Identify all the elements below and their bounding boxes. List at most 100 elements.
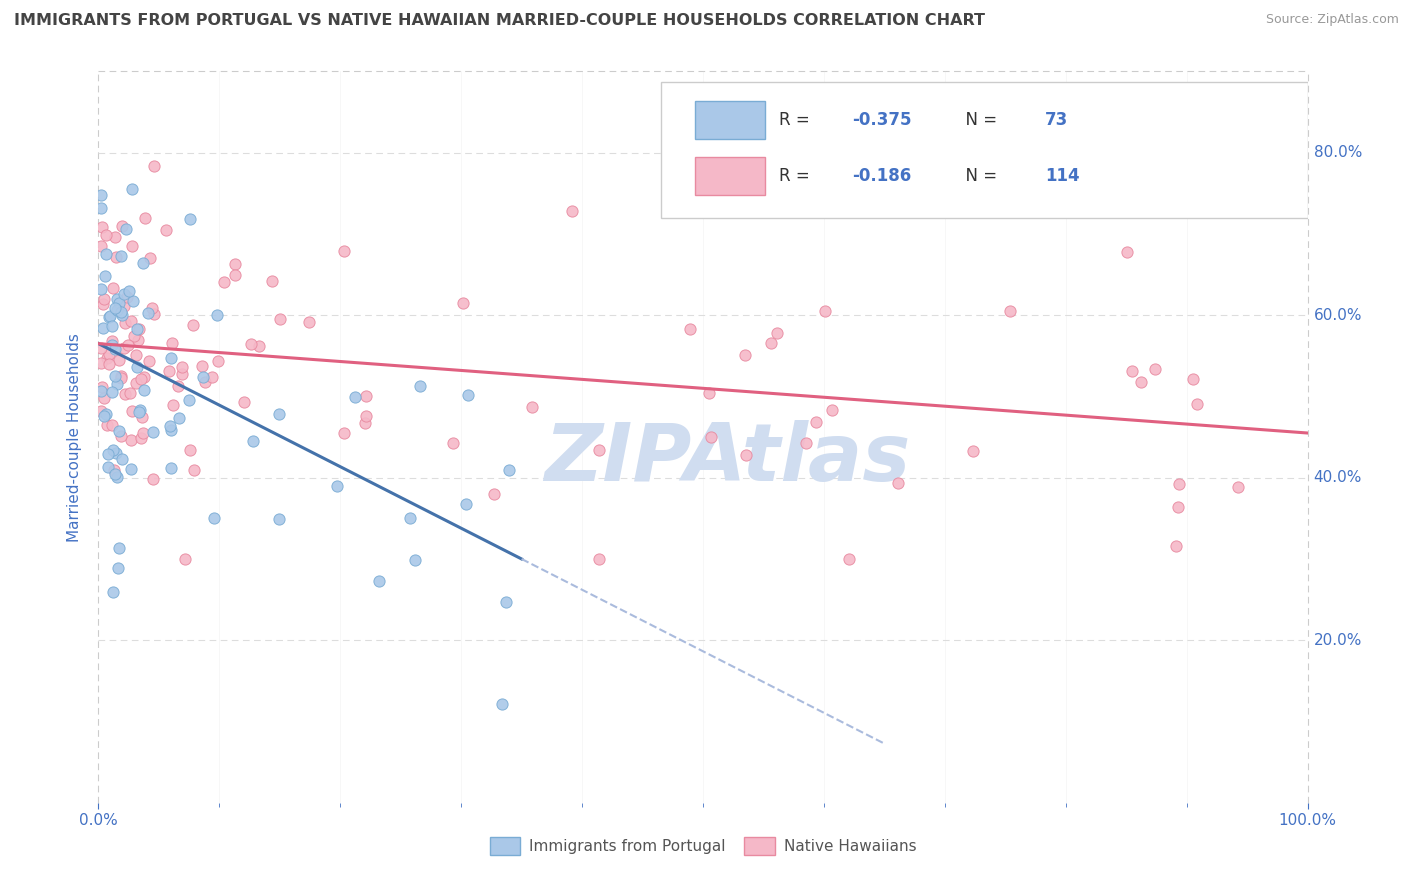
- Text: IMMIGRANTS FROM PORTUGAL VS NATIVE HAWAIIAN MARRIED-COUPLE HOUSEHOLDS CORRELATIO: IMMIGRANTS FROM PORTUGAL VS NATIVE HAWAI…: [14, 13, 986, 29]
- Point: [167, 379, 190, 393]
- Point: [141, 301, 163, 315]
- Legend: Immigrants from Portugal, Native Hawaiians: Immigrants from Portugal, Native Hawaiia…: [484, 831, 922, 861]
- Text: Source: ZipAtlas.com: Source: ZipAtlas.com: [1265, 13, 1399, 27]
- Point: [588, 552, 610, 566]
- Point: [94, 227, 117, 242]
- Point: [201, 369, 224, 384]
- Point: [136, 305, 159, 319]
- Point: [1116, 244, 1139, 259]
- Point: [269, 512, 291, 526]
- Text: 40.0%: 40.0%: [1313, 470, 1362, 485]
- Point: [128, 321, 150, 335]
- Point: [179, 212, 201, 227]
- Point: [343, 390, 366, 404]
- Point: [104, 368, 127, 383]
- Point: [191, 359, 214, 373]
- Point: [121, 293, 143, 308]
- Point: [451, 296, 474, 310]
- Point: [120, 314, 142, 328]
- Point: [134, 211, 156, 226]
- Point: [224, 268, 246, 282]
- Point: [962, 444, 984, 458]
- Point: [110, 369, 132, 384]
- Point: [356, 389, 378, 403]
- Point: [127, 333, 149, 347]
- Text: 60.0%: 60.0%: [1313, 308, 1362, 323]
- Point: [233, 394, 256, 409]
- Point: [94, 268, 117, 283]
- Point: [100, 417, 122, 432]
- Point: [155, 222, 177, 236]
- Point: [101, 442, 124, 457]
- Point: [121, 239, 143, 253]
- Text: R =: R =: [779, 112, 815, 129]
- Point: [1121, 364, 1143, 378]
- Point: [1181, 372, 1204, 386]
- Point: [522, 401, 544, 415]
- Point: [1164, 540, 1187, 554]
- Point: [142, 472, 165, 486]
- Point: [333, 244, 356, 259]
- Point: [121, 182, 143, 196]
- Point: [97, 459, 120, 474]
- Point: [242, 434, 264, 449]
- FancyBboxPatch shape: [661, 82, 1308, 218]
- Point: [794, 435, 817, 450]
- Point: [759, 335, 782, 350]
- Point: [111, 451, 134, 466]
- Point: [90, 220, 112, 235]
- Point: [588, 443, 610, 458]
- Point: [94, 247, 117, 261]
- Point: [399, 511, 422, 525]
- Point: [160, 351, 183, 365]
- Point: [125, 348, 148, 362]
- Point: [1168, 477, 1191, 491]
- Point: [240, 336, 263, 351]
- Point: [110, 248, 132, 262]
- Point: [131, 256, 153, 270]
- Point: [111, 308, 134, 322]
- Point: [90, 188, 112, 202]
- Point: [207, 353, 229, 368]
- Point: [125, 322, 148, 336]
- Point: [134, 383, 156, 397]
- Point: [105, 377, 128, 392]
- Point: [142, 425, 165, 439]
- Point: [183, 463, 205, 477]
- Point: [97, 310, 120, 325]
- Point: [498, 463, 520, 477]
- Point: [98, 309, 121, 323]
- Point: [118, 285, 141, 299]
- Point: [157, 364, 180, 378]
- Point: [482, 487, 505, 501]
- Point: [179, 442, 201, 457]
- Point: [96, 407, 118, 421]
- Point: [679, 321, 702, 335]
- Point: [1130, 375, 1153, 389]
- Point: [887, 475, 910, 490]
- Point: [120, 462, 142, 476]
- Point: [117, 338, 139, 352]
- Point: [110, 429, 132, 443]
- Point: [814, 303, 837, 318]
- Point: [160, 461, 183, 475]
- Point: [131, 410, 153, 425]
- Point: [1187, 397, 1209, 411]
- Point: [367, 574, 389, 589]
- Point: [112, 299, 135, 313]
- Point: [104, 251, 127, 265]
- Point: [96, 351, 118, 365]
- Point: [734, 348, 756, 362]
- Point: [97, 357, 120, 371]
- Point: [104, 230, 127, 244]
- Point: [561, 203, 583, 218]
- Point: [104, 446, 127, 460]
- Point: [354, 416, 377, 430]
- Point: [112, 287, 135, 301]
- Point: [735, 449, 758, 463]
- Point: [269, 311, 291, 326]
- Point: [96, 418, 118, 433]
- Point: [404, 552, 426, 566]
- Point: [1143, 362, 1166, 376]
- Point: [354, 409, 377, 423]
